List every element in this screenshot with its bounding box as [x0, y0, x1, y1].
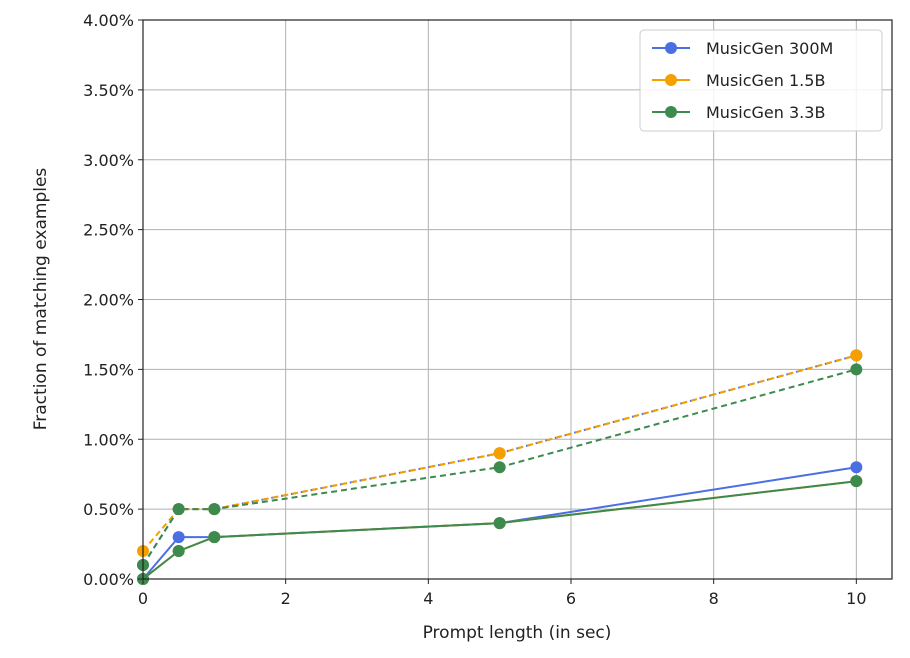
y-tick-label: 2.00%	[83, 291, 134, 310]
legend: MusicGen 300M MusicGen 1.5B MusicGen 3.3…	[639, 29, 883, 132]
x-axis-label: Prompt length (in sec)	[423, 623, 612, 643]
legend-marker-1-5b	[665, 74, 677, 86]
legend-entry-3-3b: MusicGen 3.3B	[652, 103, 825, 122]
legend-label-3-3b: MusicGen 3.3B	[706, 103, 825, 122]
x-tick-label: 6	[566, 589, 576, 608]
musicgen-300m-solid-point	[850, 461, 863, 474]
x-tick-label: 2	[281, 589, 291, 608]
y-tick-label: 3.50%	[83, 81, 134, 100]
y-tick-label: 1.00%	[83, 430, 134, 449]
legend-entry-1-5b: MusicGen 1.5B	[652, 71, 825, 90]
legend-label-1-5b: MusicGen 1.5B	[706, 71, 825, 90]
x-tick-label: 8	[709, 589, 719, 608]
legend-marker-300m	[665, 42, 677, 54]
musicgen-3-3b-dashed-point	[172, 503, 185, 516]
legend-marker-3-3b	[665, 106, 677, 118]
legend-entry-300m: MusicGen 300M	[652, 39, 833, 58]
y-tick-label: 4.00%	[83, 11, 134, 30]
musicgen-300m-solid-point	[172, 531, 185, 544]
musicgen-3-3b-solid-point	[493, 517, 506, 530]
y-tick-label: 2.50%	[83, 221, 134, 240]
ticks: 0 2 4 6 8 10 0.00% 0.50% 1.00% 1.50% 2.00% 2.50% 3.0…	[83, 11, 866, 608]
x-tick-label: 10	[846, 589, 866, 608]
y-tick-label: 3.00%	[83, 151, 134, 170]
musicgen-3-3b-solid-point	[172, 545, 185, 558]
musicgen-1-5b-dashed-point	[493, 447, 506, 460]
x-tick-label: 4	[423, 589, 433, 608]
series-layer	[137, 349, 863, 585]
x-tick-label: 0	[138, 589, 148, 608]
y-tick-label: 0.50%	[83, 500, 134, 519]
y-tick-label: 0.00%	[83, 570, 134, 589]
legend-label-300m: MusicGen 300M	[706, 39, 833, 58]
musicgen-3-3b-dashed-point	[493, 461, 506, 474]
legend-box	[639, 29, 883, 132]
y-axis-label: Fraction of matching examples	[31, 168, 51, 431]
musicgen-3-3b-solid-point	[208, 531, 221, 544]
musicgen-3-3b-solid-point	[850, 475, 863, 488]
musicgen-3-3b-dashed-point	[850, 363, 863, 376]
musicgen-3-3b-dashed-point	[208, 503, 221, 516]
y-tick-label: 1.50%	[83, 360, 134, 379]
musicgen-1-5b-dashed-point	[850, 349, 863, 362]
